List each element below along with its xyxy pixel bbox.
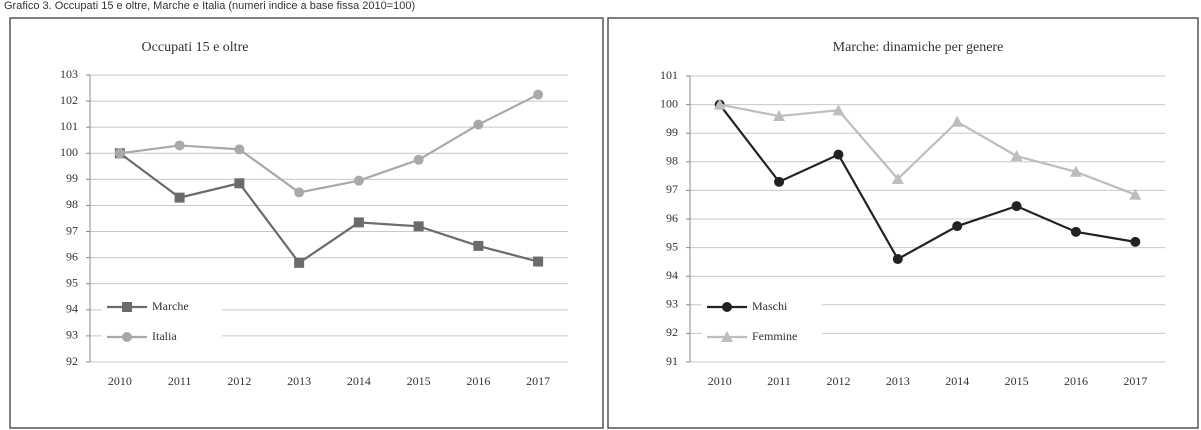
legend-marker [722,302,732,312]
panel-frame [9,17,604,429]
x-tick-label: 2016 [466,374,490,388]
marker [234,178,245,189]
y-tick-label: 100 [660,96,678,110]
y-tick-label: 96 [666,211,678,225]
marker [533,89,544,100]
y-tick-label: 95 [66,275,78,289]
marker [774,176,785,187]
y-tick-label: 98 [666,154,678,168]
y-tick-label: 103 [60,67,78,81]
y-tick-label: 101 [60,119,78,133]
marker [832,104,845,116]
x-tick-label: 2015 [407,374,431,388]
x-tick-label: 2015 [1005,374,1029,388]
marker [114,148,125,159]
x-tick-label: 2014 [347,374,371,388]
y-tick-label: 102 [60,93,78,107]
x-tick-label: 2013 [287,374,311,388]
marker [413,221,424,232]
x-tick-label: 2010 [708,374,732,388]
x-tick-label: 2011 [767,374,791,388]
marker [833,149,844,160]
x-tick-label: 2017 [526,374,550,388]
marker [234,144,245,155]
chart-title: Marche: dinamiche per genere [833,40,1004,55]
marker [1010,150,1023,162]
series-line [119,93,539,194]
marker [353,175,364,186]
legend-marker [721,331,733,342]
x-tick-label: 2017 [1123,374,1147,388]
marker [1011,201,1022,212]
y-tick-label: 92 [666,325,678,339]
x-tick-label: 2016 [1064,374,1088,388]
marker [952,221,963,232]
y-tick-label: 101 [660,68,678,82]
y-tick-label: 96 [66,249,78,263]
y-tick-label: 97 [66,223,78,237]
y-tick-label: 94 [666,268,678,282]
panel-frame [607,17,1199,429]
y-tick-label: 92 [66,354,78,368]
x-tick-label: 2012 [826,374,850,388]
x-tick-label: 2014 [945,374,969,388]
x-tick-label: 2013 [886,374,910,388]
y-tick-label: 99 [66,171,78,185]
y-tick-label: 93 [666,297,678,311]
marker [1069,165,1082,177]
y-tick-label: 98 [66,197,78,211]
series-line [719,103,1136,196]
y-tick-label: 95 [666,239,678,253]
series-line [718,103,1136,261]
y-tick-label: 91 [666,354,678,368]
marker [413,154,424,165]
series-line [119,152,539,265]
marker [533,256,544,267]
marker [473,119,484,130]
legend-label: Femmine [752,329,797,343]
marker [891,172,904,184]
marker [773,110,786,122]
chart-title: Occupati 15 e oltre [142,40,249,55]
marker [294,257,305,268]
y-tick-label: 99 [666,125,678,139]
x-tick-label: 2012 [227,374,251,388]
marker [951,115,964,127]
legend-label: Marche [152,299,189,313]
marker [1130,236,1141,247]
x-tick-label: 2011 [168,374,192,388]
marker [713,98,726,110]
caption: Grafico 3. Occupati 15 e oltre, Marche e… [4,0,415,12]
y-tick-label: 94 [66,302,78,316]
marker [294,187,305,198]
x-tick-label: 2010 [108,374,132,388]
legend-label: Maschi [752,299,788,313]
marker [892,254,903,265]
legend-marker [122,302,132,312]
marker [1070,226,1081,237]
marker [353,217,364,228]
y-tick-label: 100 [60,145,78,159]
marker [1129,188,1142,200]
legend-marker [122,332,132,342]
y-tick-label: 97 [666,182,678,196]
marker [473,240,484,251]
legend-label: Italia [152,329,177,343]
marker [174,192,185,203]
marker [174,140,185,151]
y-tick-label: 93 [66,328,78,342]
